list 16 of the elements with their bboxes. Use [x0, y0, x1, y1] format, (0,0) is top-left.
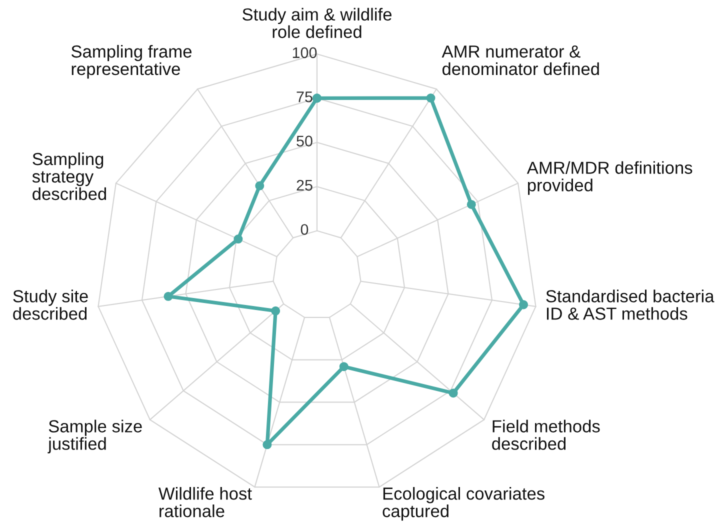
spoke-label: AMR numerator & denominator defined	[442, 46, 599, 76]
spoke-label: Wildlife host rationale	[158, 487, 252, 518]
y-tick-label: 25	[296, 180, 312, 191]
spoke-label: Study site described	[13, 290, 88, 320]
spoke-label: AMR/MDR definitions provided	[526, 161, 692, 195]
spoke-label: Ecological covariates captured	[382, 487, 544, 521]
spoke-label: Standardised bacteria ID & AST methods	[546, 290, 714, 320]
y-tick-label: 50	[296, 136, 312, 146]
spoke-label: Study aim & wildlife role defined	[242, 8, 392, 38]
spoke-label: Field methods described	[492, 420, 600, 450]
y-tick-label: 0	[300, 224, 308, 235]
y-tick-label: 100	[292, 47, 317, 58]
spoke-label: Sampling frame representative	[71, 44, 192, 79]
spoke-label: Sampling strategy described	[32, 152, 106, 200]
spoke-label: Sample size justified	[48, 420, 142, 454]
y-tick-label: 75	[296, 92, 312, 102]
